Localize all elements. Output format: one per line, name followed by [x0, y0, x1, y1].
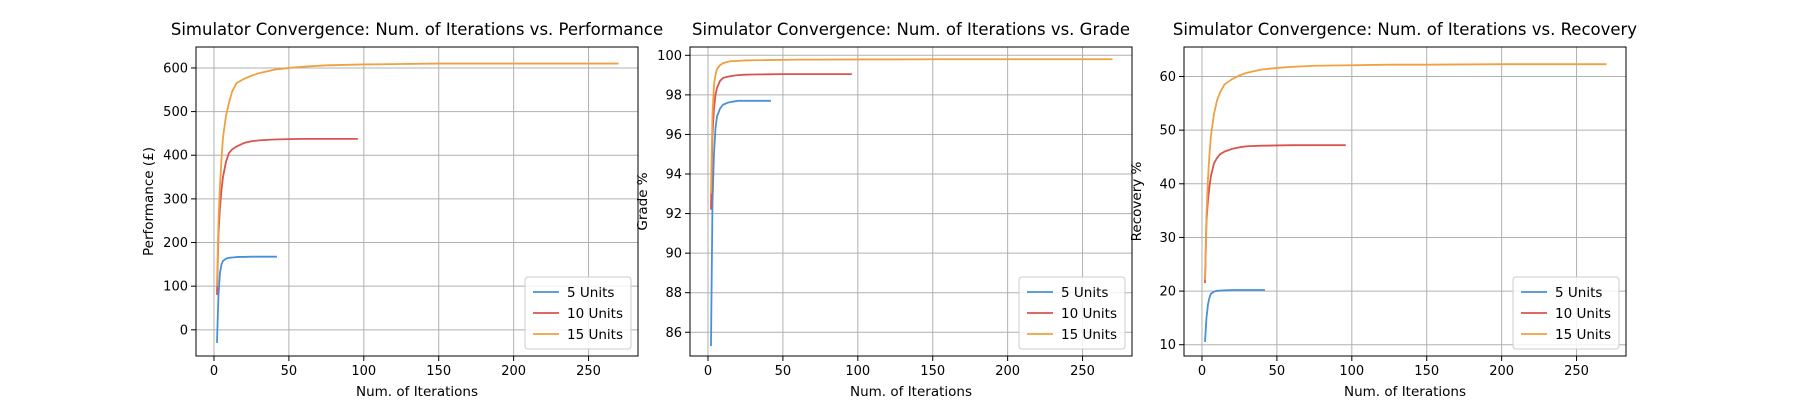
plot-frame: [195, 46, 639, 357]
y-tick-label: 98: [665, 88, 682, 103]
chart-title: Simulator Convergence: Num. of Iteration…: [1173, 20, 1637, 39]
legend-box: [1512, 276, 1620, 350]
y-tick-label: 88: [665, 286, 682, 301]
legend-label-3: 15 Units: [1555, 327, 1611, 343]
y-tick-label: 10: [1159, 338, 1176, 353]
legend-label-1: 5 Units: [1061, 285, 1108, 301]
legend-label-1: 5 Units: [1555, 285, 1602, 301]
y-tick-label: 86: [665, 326, 682, 341]
legend-label-3: 15 Units: [567, 327, 623, 343]
x-axis-label: Num. of Iterations: [1344, 384, 1466, 400]
y-tick-label: 50: [1159, 124, 1176, 139]
legend-label-1: 5 Units: [567, 285, 614, 301]
x-tick-label: 250: [1564, 364, 1589, 379]
x-tick-label: 250: [1070, 364, 1095, 379]
y-axis-label: Grade %: [635, 172, 651, 230]
legend-label-2: 10 Units: [1555, 306, 1611, 322]
legend: 5 Units 10 Units 15 Units: [524, 276, 632, 350]
y-tick-label: 400: [163, 149, 188, 164]
x-tick-label: 50: [1269, 364, 1286, 379]
series-line-3: [710, 58, 1113, 194]
series-line-2: [216, 137, 358, 295]
y-tick-label: 30: [1159, 231, 1176, 246]
x-tick-label: 100: [351, 364, 376, 379]
y-tick-label: 200: [163, 236, 188, 251]
chart-panel-2: 0 50 100 150 200 250 86 88 90 92 94 96 98 100 Simulato…: [635, 20, 1133, 400]
y-tick-label: 92: [665, 207, 682, 222]
legend: 5 Units 10 Units 15 Units: [1018, 276, 1126, 350]
legend-box: [524, 276, 632, 350]
legend-label-2: 10 Units: [1061, 306, 1117, 322]
x-tick-label: 100: [845, 364, 870, 379]
series-line-2: [1204, 144, 1346, 284]
legend-label-2: 10 Units: [567, 306, 623, 322]
x-tick-label: 250: [576, 364, 601, 379]
y-tick-label: 100: [163, 280, 188, 295]
x-tick-label: 0: [210, 364, 218, 379]
y-axis-label: Recovery %: [1129, 161, 1145, 241]
x-tick-label: 200: [501, 364, 526, 379]
x-axis-label: Num. of Iterations: [850, 384, 972, 400]
x-tick-label: 100: [1339, 364, 1364, 379]
y-tick-label: 100: [657, 49, 682, 64]
y-tick-label: 300: [163, 192, 188, 207]
plot-frame: [1183, 46, 1627, 357]
x-tick-label: 150: [426, 364, 451, 379]
legend-label-3: 15 Units: [1061, 327, 1117, 343]
legend: 5 Units 10 Units 15 Units: [1512, 276, 1620, 350]
series-line-1: [1204, 289, 1265, 343]
y-tick-label: 500: [163, 105, 188, 120]
x-tick-label: 50: [281, 364, 298, 379]
x-tick-label: 50: [775, 364, 792, 379]
chart-panel-3: 0 50 100 150 200 250 10 20 30 40 50 60 Simulator Con…: [1129, 20, 1637, 400]
series-line-1: [216, 255, 277, 343]
chart-title: Simulator Convergence: Num. of Iteration…: [692, 20, 1130, 39]
y-tick-label: 0: [180, 323, 188, 338]
chart-title: Simulator Convergence: Num. of Iteration…: [171, 20, 663, 39]
x-tick-label: 200: [995, 364, 1020, 379]
y-tick-label: 600: [163, 61, 188, 76]
x-tick-label: 0: [704, 364, 712, 379]
y-tick-label: 20: [1159, 285, 1176, 300]
y-tick-label: 94: [665, 168, 682, 183]
series-line-2: [710, 73, 852, 210]
x-tick-label: 0: [1198, 364, 1206, 379]
chart-panel-1: 0 50 100 150 200 250 0 100 200 300 400 500 600 Simula…: [141, 20, 663, 400]
legend-box: [1018, 276, 1126, 350]
x-tick-label: 200: [1489, 364, 1514, 379]
y-tick-label: 60: [1159, 70, 1176, 85]
y-tick-label: 90: [665, 247, 682, 262]
x-axis-label: Num. of Iterations: [356, 384, 478, 400]
x-tick-label: 150: [1414, 364, 1439, 379]
series-line-3: [1204, 63, 1607, 281]
series-line-3: [216, 62, 619, 287]
y-tick-label: 96: [665, 128, 682, 143]
y-axis-label: Performance (£): [141, 147, 157, 256]
plot-frame: [689, 46, 1133, 357]
y-tick-label: 40: [1159, 177, 1176, 192]
series-line-1: [710, 99, 771, 347]
x-tick-label: 150: [920, 364, 945, 379]
